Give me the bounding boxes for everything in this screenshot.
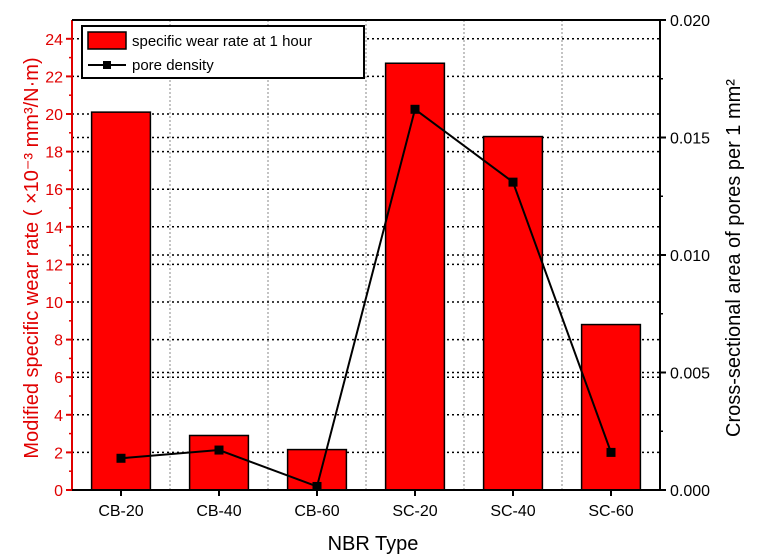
x-axis-title: NBR Type bbox=[328, 533, 419, 555]
bar bbox=[482, 135, 544, 491]
legend-bar-swatch bbox=[87, 31, 127, 50]
axis-layer: 0246810121416182022240.0000.0050.0100.01… bbox=[45, 13, 710, 520]
bar bbox=[384, 62, 446, 491]
y-left-tick-label: 24 bbox=[45, 32, 63, 49]
line-point bbox=[214, 445, 224, 455]
y-left-tick-label: 2 bbox=[54, 445, 63, 462]
legend-line-marker bbox=[103, 61, 111, 69]
y-left-tick-label: 4 bbox=[54, 408, 63, 425]
bar-layer bbox=[90, 62, 642, 491]
y-left-tick-label: 14 bbox=[45, 220, 63, 237]
legend-line-label: pore density bbox=[132, 57, 214, 74]
x-tick-label: SC-20 bbox=[392, 503, 437, 520]
y-left-tick-label: 20 bbox=[45, 107, 63, 124]
y-left-tick-label: 16 bbox=[45, 182, 63, 199]
y-left-tick-label: 10 bbox=[45, 295, 63, 312]
y-right-tick-label: 0.005 bbox=[670, 366, 710, 383]
line-point bbox=[508, 177, 518, 187]
bar bbox=[90, 111, 152, 491]
y-left-tick-label: 22 bbox=[45, 69, 63, 86]
legend-bar-label: specific wear rate at 1 hour bbox=[132, 33, 312, 50]
x-tick-label: CB-40 bbox=[196, 503, 241, 520]
x-tick-label: SC-40 bbox=[490, 503, 535, 520]
y-left-tick-label: 12 bbox=[45, 257, 63, 274]
y-axis-left-title: Modified specific wear rate ( ×10⁻³ mm³/… bbox=[21, 57, 43, 458]
y-left-tick-label: 0 bbox=[54, 483, 63, 500]
y-right-tick-label: 0.010 bbox=[670, 248, 710, 265]
y-left-tick-label: 8 bbox=[54, 333, 63, 350]
line-point bbox=[116, 453, 126, 463]
bar bbox=[188, 434, 250, 491]
y-right-tick-label: 0.020 bbox=[670, 13, 710, 30]
line-point bbox=[410, 104, 420, 114]
x-tick-label: CB-60 bbox=[294, 503, 339, 520]
x-tick-label: CB-20 bbox=[98, 503, 143, 520]
line-point bbox=[606, 447, 616, 457]
x-tick-label: SC-60 bbox=[588, 503, 633, 520]
y-left-tick-label: 18 bbox=[45, 145, 63, 162]
y-right-tick-label: 0.000 bbox=[670, 483, 710, 500]
series-line bbox=[120, 107, 612, 488]
legend-box bbox=[81, 25, 365, 79]
line-layer bbox=[116, 104, 616, 491]
line-point bbox=[312, 481, 322, 491]
y-axis-right-title: Cross-sectional area of pores per 1 mm² bbox=[723, 79, 745, 437]
legend: specific wear rate at 1 hour pore densit… bbox=[81, 25, 365, 79]
grid-layer bbox=[72, 20, 660, 490]
y-right-tick-label: 0.015 bbox=[670, 131, 710, 148]
bar bbox=[580, 323, 642, 491]
y-left-tick-label: 6 bbox=[54, 370, 63, 387]
